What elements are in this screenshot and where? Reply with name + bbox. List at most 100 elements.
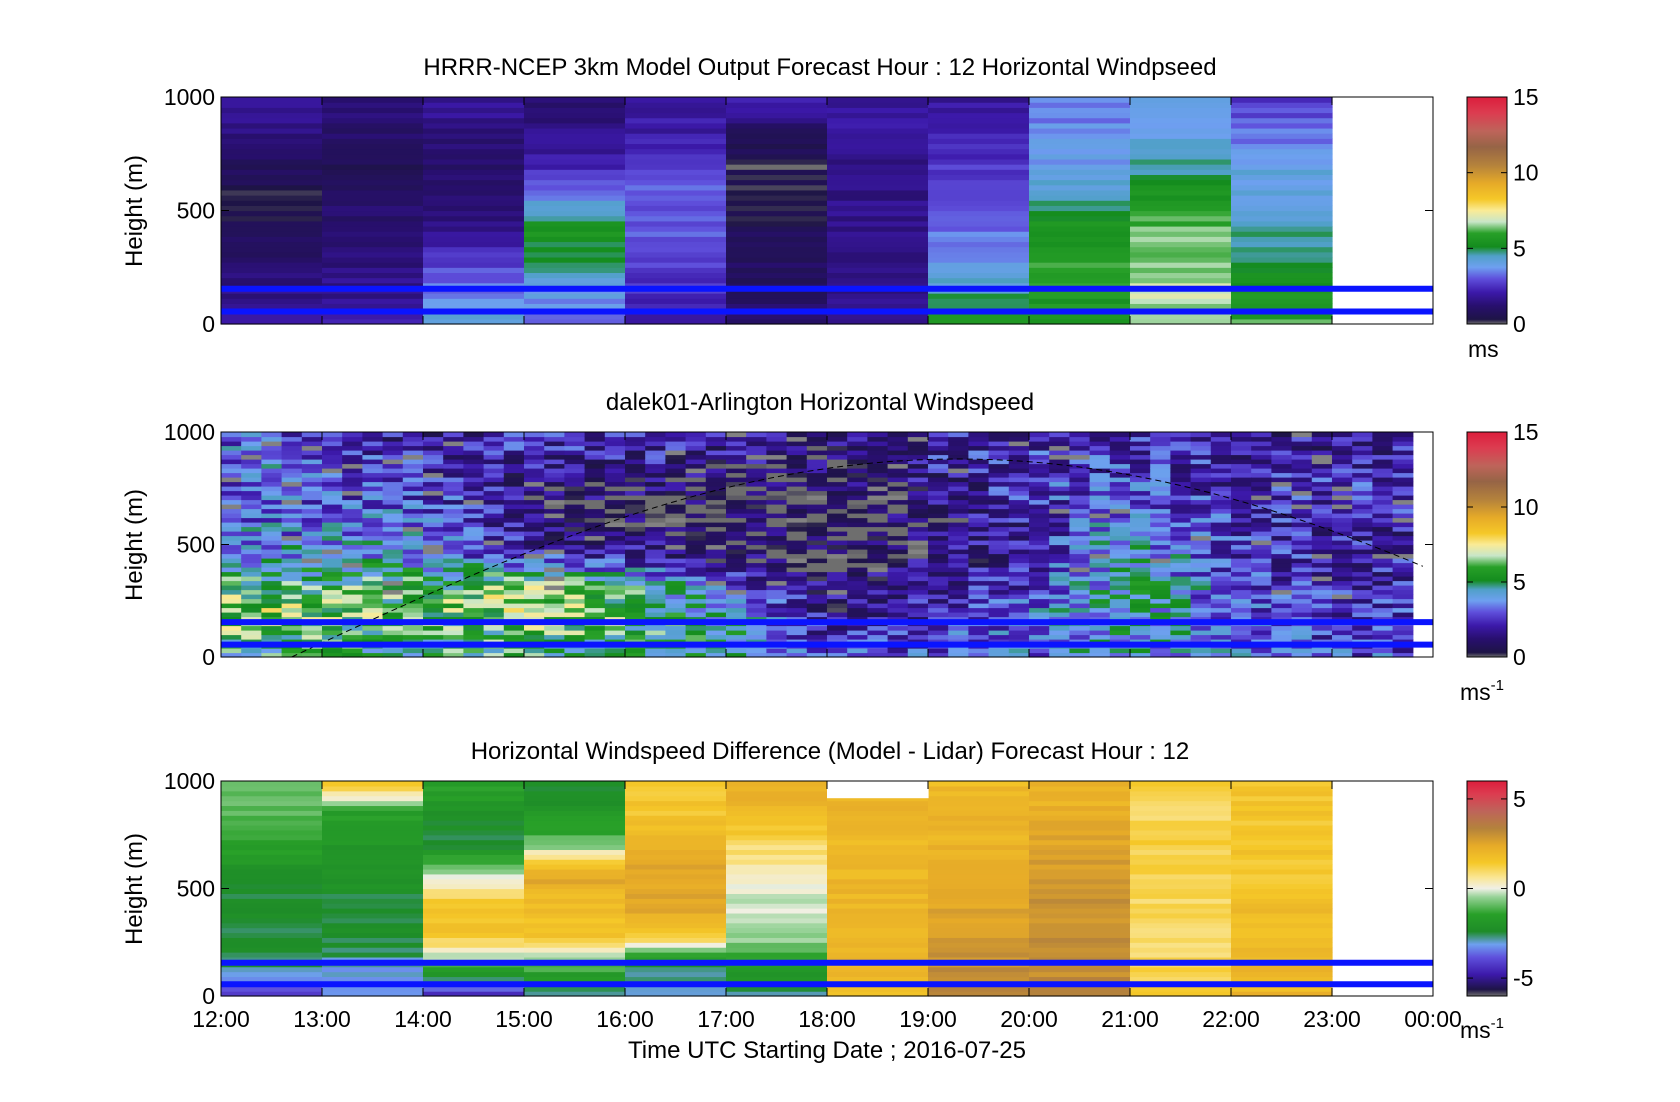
heatmap-cell [726, 652, 747, 658]
heatmap-cell [1029, 790, 1131, 797]
heatmap-cell [645, 634, 666, 640]
heatmap-cell [221, 499, 242, 505]
heatmap-cell [1029, 441, 1050, 447]
colorbar-tick-label: 0 [1513, 311, 1526, 337]
heatmap-cell [261, 598, 283, 604]
heatmap-cell [402, 585, 424, 591]
heatmap-cell [342, 436, 363, 442]
heatmap-cell [1392, 571, 1414, 577]
heatmap-cell [867, 580, 889, 586]
heatmap-cell [1049, 594, 1070, 600]
heatmap-cell [827, 272, 929, 279]
heatmap-cell [301, 522, 323, 528]
heatmap-cell [1231, 598, 1252, 604]
heatmap-cell [524, 824, 626, 831]
heatmap-cell [483, 634, 505, 640]
heatmap-cell [1049, 540, 1070, 546]
heatmap-cell [1392, 436, 1414, 442]
heatmap-cell [726, 903, 828, 909]
heatmap-cell [584, 441, 606, 447]
heatmap-cell [402, 553, 424, 559]
heatmap-cell [1130, 522, 1151, 528]
colorbar-tick-label: 10 [1513, 494, 1539, 520]
heatmap-cell [1049, 522, 1070, 528]
heatmap-cell [887, 526, 909, 532]
heatmap-cell [1291, 477, 1313, 483]
heatmap-cell [362, 616, 384, 622]
heatmap-cell [1029, 504, 1050, 510]
heatmap-cell [1332, 598, 1353, 604]
heatmap-cell [322, 522, 343, 528]
heatmap-cell [281, 639, 303, 645]
heatmap-cell [221, 504, 242, 510]
heatmap-cell [544, 639, 565, 645]
heatmap-cell [402, 580, 424, 586]
heatmap-cell [281, 594, 303, 600]
heatmap-cell [907, 445, 929, 451]
heatmap-cell [685, 630, 707, 636]
heatmap-cell [1170, 616, 1192, 622]
heatmap-cell [1130, 854, 1232, 860]
heatmap-cell [584, 535, 606, 541]
heatmap-cell [948, 463, 969, 469]
heatmap-cell [867, 522, 889, 528]
heatmap-cell [1069, 652, 1091, 658]
heatmap-cell [1069, 522, 1091, 528]
heatmap-cell [645, 495, 666, 501]
heatmap-cell [887, 562, 909, 568]
heatmap-cell [827, 908, 929, 914]
heatmap-cell [1271, 535, 1293, 541]
heatmap-cell [1069, 648, 1091, 654]
heatmap-cell [827, 526, 848, 532]
heatmap-cell [1069, 594, 1091, 600]
heatmap-cell [221, 598, 242, 604]
heatmap-cell [423, 513, 444, 519]
heatmap-cell [1271, 490, 1293, 496]
heatmap-cell [221, 267, 323, 274]
heatmap-cell [1271, 639, 1293, 645]
heatmap-cell [645, 598, 666, 604]
heatmap-cell [1231, 526, 1252, 532]
heatmap-cell [928, 262, 1030, 268]
heatmap-cell [1231, 873, 1333, 880]
heatmap-cell [746, 544, 767, 550]
heatmap-cell [726, 432, 747, 438]
heatmap-cell [1291, 490, 1313, 496]
heatmap-cell [342, 535, 363, 541]
heatmap-cell [1251, 495, 1272, 501]
heatmap-cell [665, 481, 687, 487]
heatmap-cell [928, 210, 1030, 217]
heatmap-cell [1130, 971, 1232, 978]
heatmap-cell [928, 947, 1030, 953]
heatmap-cell [928, 873, 1030, 880]
heatmap-cell [322, 508, 343, 514]
heatmap-cell [524, 630, 545, 636]
heatmap-cell [261, 648, 283, 654]
heatmap-cell [604, 495, 626, 501]
heatmap-cell [463, 445, 485, 451]
heatmap-cell [423, 898, 525, 904]
heatmap-cell [1190, 463, 1212, 469]
heatmap-cell [1029, 526, 1050, 532]
heatmap-cell [1049, 468, 1070, 474]
heatmap-cell [726, 459, 747, 465]
heatmap-cell [402, 639, 424, 645]
heatmap-cell [1029, 947, 1131, 953]
heatmap-cell [322, 179, 424, 186]
heatmap-cell [322, 236, 424, 243]
heatmap-cell [665, 504, 687, 510]
heatmap-cell [1251, 585, 1272, 591]
heatmap-cell [1069, 472, 1091, 478]
heatmap-cell [1210, 508, 1232, 514]
heatmap-cell [928, 616, 949, 622]
heatmap-cell [483, 598, 505, 604]
heatmap-cell [402, 616, 424, 622]
heatmap-cell [907, 441, 929, 447]
heatmap-cell [221, 616, 242, 622]
heatmap-cell [1291, 535, 1313, 541]
heatmap-cell [1130, 210, 1232, 217]
heatmap-cell [281, 531, 303, 537]
heatmap-cell [463, 576, 485, 582]
heatmap-cell [1069, 625, 1091, 631]
heatmap-cell [625, 781, 727, 787]
